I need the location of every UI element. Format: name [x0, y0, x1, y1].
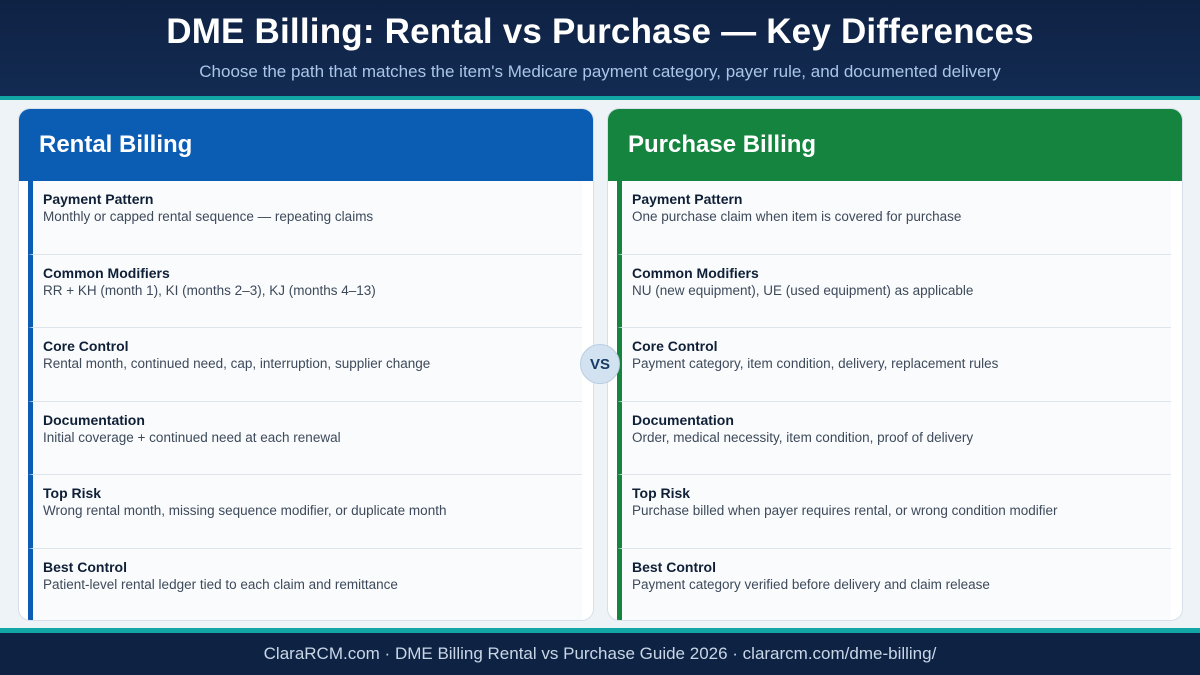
row-desc: Rental month, continued need, cap, inter…: [43, 356, 431, 371]
row-label: Top Risk: [632, 485, 691, 501]
row-label: Best Control: [632, 558, 716, 575]
vs-badge: VS: [580, 344, 620, 384]
row-label: Top Risk: [43, 485, 102, 501]
row-label: Payment Pattern: [632, 191, 743, 207]
row-desc: RR + KH (month 1), KI (months 2–3), KJ (…: [43, 282, 376, 298]
page-subtitle: Choose the path that matches the item's …: [199, 62, 1001, 81]
rental-row-top-risk: Top Risk Wrong rental month, missing seq…: [28, 475, 582, 549]
bottom-accent-bar: [0, 628, 1200, 633]
row-desc: Purchase billed when payer requires rent…: [632, 503, 1058, 518]
row-label: Common Modifiers: [43, 264, 170, 281]
row-label: Core Control: [632, 338, 718, 354]
purchase-row-payment-pattern: Payment Pattern One purchase claim when …: [617, 181, 1171, 255]
row-desc: Payment category verified before deliver…: [632, 576, 990, 592]
purchase-row-core-control: Core Control Payment category, item cond…: [617, 328, 1171, 402]
row-desc: Initial coverage + continued need at eac…: [43, 429, 341, 445]
page-title: DME Billing: Rental vs Purchase — Key Di…: [166, 12, 1034, 51]
row-label: Best Control: [43, 558, 127, 575]
row-desc: Payment category, item condition, delive…: [632, 356, 999, 371]
row-desc: NU (new equipment), UE (used equipment) …: [632, 282, 974, 298]
rental-rows: Payment Pattern Monthly or capped rental…: [19, 181, 593, 620]
row-desc: One purchase claim when item is covered …: [632, 209, 962, 224]
rental-row-documentation: Documentation Initial coverage + continu…: [28, 401, 582, 475]
purchase-row-top-risk: Top Risk Purchase billed when payer requ…: [617, 475, 1171, 549]
purchase-card-title: Purchase Billing: [608, 109, 1182, 181]
top-accent-bar: [0, 96, 1200, 100]
row-label: Common Modifiers: [632, 264, 759, 281]
row-desc: Wrong rental month, missing sequence mod…: [43, 503, 447, 518]
rental-row-payment-pattern: Payment Pattern Monthly or capped rental…: [28, 181, 582, 255]
purchase-row-common-modifiers: Common Modifiers NU (new equipment), UE …: [617, 254, 1171, 328]
row-label: Core Control: [43, 338, 129, 354]
footer-text: ClaraRCM.com · DME Billing Rental vs Pur…: [263, 644, 937, 663]
purchase-row-documentation: Documentation Order, medical necessity, …: [617, 401, 1171, 475]
rental-row-core-control: Core Control Rental month, continued nee…: [28, 328, 582, 402]
row-label: Payment Pattern: [43, 191, 154, 207]
footer: ClaraRCM.com · DME Billing Rental vs Pur…: [0, 633, 1200, 675]
purchase-card: Purchase Billing Payment Pattern One pur…: [607, 108, 1183, 621]
row-label: Documentation: [43, 411, 145, 428]
row-desc: Order, medical necessity, item condition…: [632, 429, 974, 445]
rental-card-title: Rental Billing: [19, 109, 593, 181]
row-desc: Monthly or capped rental sequence — repe…: [43, 209, 374, 224]
rental-card: Rental Billing Payment Pattern Monthly o…: [18, 108, 594, 621]
row-label: Documentation: [632, 411, 734, 428]
purchase-row-best-control: Best Control Payment category verified b…: [617, 548, 1171, 620]
rental-row-best-control: Best Control Patient-level rental ledger…: [28, 548, 582, 620]
row-desc: Patient-level rental ledger tied to each…: [43, 576, 398, 592]
purchase-rows: Payment Pattern One purchase claim when …: [608, 181, 1182, 620]
rental-row-common-modifiers: Common Modifiers RR + KH (month 1), KI (…: [28, 254, 582, 328]
header: DME Billing: Rental vs Purchase — Key Di…: [0, 0, 1200, 97]
